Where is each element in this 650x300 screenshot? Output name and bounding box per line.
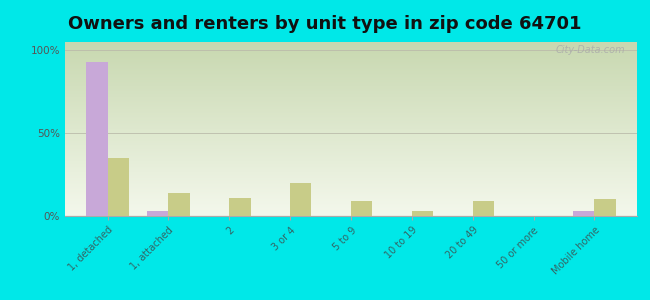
Text: Owners and renters by unit type in zip code 64701: Owners and renters by unit type in zip c… [68, 15, 582, 33]
Bar [573, 211, 594, 216]
Bar [229, 198, 251, 216]
Bar [86, 62, 108, 216]
Bar [108, 158, 129, 216]
Text: City-Data.com: City-Data.com [556, 46, 625, 56]
Bar [473, 201, 494, 216]
Bar [290, 183, 311, 216]
Bar [147, 211, 168, 216]
Bar [412, 211, 433, 216]
Bar [594, 200, 616, 216]
Bar [351, 201, 372, 216]
Bar [168, 193, 190, 216]
